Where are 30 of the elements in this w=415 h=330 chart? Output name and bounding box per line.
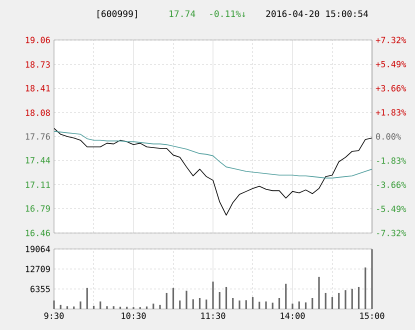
y2-tick-label: +7.32% bbox=[376, 36, 406, 44]
y2-tick-label: +3.66% bbox=[376, 85, 406, 92]
y2-tick-label: +1.83% bbox=[376, 109, 406, 116]
y2-tick-label: -3.66% bbox=[377, 182, 406, 188]
y-tick-label: 6355 bbox=[30, 286, 50, 292]
y-tick-label: 18.08 bbox=[26, 110, 50, 116]
y2-tick-label: -1.83% bbox=[377, 157, 406, 164]
y2-tick-label: +5.49% bbox=[376, 60, 406, 68]
chart-title: [600999] bbox=[98, 10, 137, 18]
x-tick-label: 14:00 bbox=[280, 312, 305, 319]
x-tick-label: 11:30 bbox=[201, 312, 226, 319]
y-tick-label: 17.44 bbox=[26, 157, 50, 164]
y2-tick-label: -7.32% bbox=[377, 230, 406, 236]
y-tick-label: 17.11 bbox=[26, 182, 50, 188]
text: 17.74 bbox=[170, 10, 196, 17]
x-tick-label: 9:30 bbox=[44, 312, 64, 319]
y-tick-label: 18.41 bbox=[26, 85, 50, 92]
x-tick-label: 10:30 bbox=[122, 312, 146, 319]
y-tick-label: 18.73 bbox=[26, 61, 50, 68]
y2-tick-label: 0.00% bbox=[376, 133, 401, 140]
y-tick-label: 16.79 bbox=[26, 205, 50, 212]
y-tick-label: 19.06 bbox=[26, 36, 50, 44]
text: -0.11%↓ bbox=[210, 10, 246, 18]
y-tick-label: 16.46 bbox=[26, 230, 50, 236]
y-tick-label: 19064 bbox=[26, 246, 50, 252]
x-tick-label: 15:00 bbox=[360, 312, 384, 319]
y2-tick-label: -5.49% bbox=[377, 206, 406, 212]
y-tick-label: 12709 bbox=[26, 266, 50, 272]
text: 2016-04-20 15:00:54 bbox=[266, 10, 368, 18]
y-tick-label: 17.76 bbox=[26, 133, 50, 140]
